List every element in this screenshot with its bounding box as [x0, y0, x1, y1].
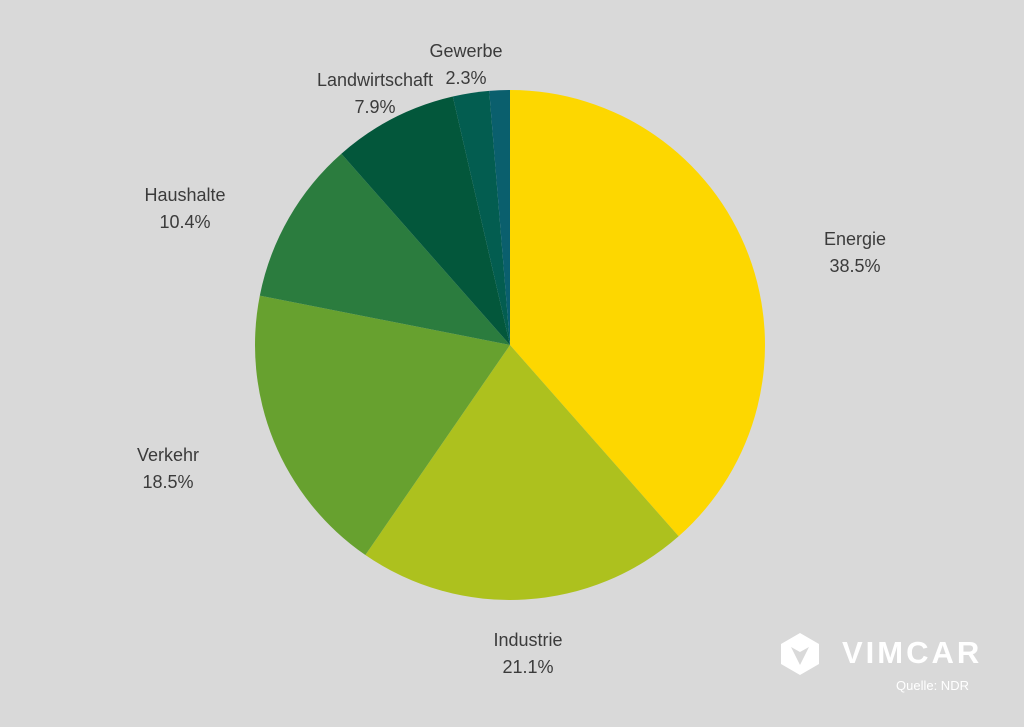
slice-label-name: Gewerbe — [429, 41, 503, 61]
brand-name: VIMCAR — [842, 635, 983, 670]
source-note: Quelle: NDR — [896, 678, 969, 693]
slice-label-gewerbe: Gewerbe 2.3% — [411, 38, 521, 92]
slice-label-landwirtschaft: Landwirtschaft 7.9% — [303, 67, 447, 121]
pie-slice-other-6 — [489, 90, 510, 345]
pie-slice-verkehr — [255, 295, 510, 556]
slice-label-haushalte: Haushalte 10.4% — [130, 182, 240, 236]
pie-slice-industrie — [365, 345, 679, 600]
slice-label-verkehr: Verkehr 18.5% — [113, 442, 223, 496]
vimcar-logo-icon — [781, 633, 819, 675]
slice-label-percent: 21.1% — [502, 657, 554, 677]
pie-slice-energie — [510, 90, 766, 537]
slice-label-name: Landwirtschaft — [316, 70, 434, 90]
brand-logo: VIMCAR — [778, 632, 990, 676]
slice-label-percent: 38.5% — [829, 256, 881, 276]
slice-label-percent: 7.9% — [354, 97, 396, 117]
slice-label-name: Energie — [823, 229, 887, 249]
pie-slices — [255, 90, 766, 600]
pie-slice-gewerbe — [452, 90, 510, 345]
slice-label-industrie: Industrie 21.1% — [473, 627, 583, 681]
slice-label-percent: 18.5% — [142, 472, 194, 492]
slice-label-name: Verkehr — [136, 445, 200, 465]
slice-label-name: Industrie — [493, 630, 563, 650]
slice-label-percent: 10.4% — [159, 212, 211, 232]
pie-slice-haushalte — [259, 153, 510, 345]
slice-label-name: Haushalte — [144, 185, 226, 205]
slice-label-percent: 2.3% — [445, 68, 487, 88]
slice-label-energie: Energie 38.5% — [800, 226, 910, 280]
pie-slice-landwirtschaft — [341, 96, 510, 345]
